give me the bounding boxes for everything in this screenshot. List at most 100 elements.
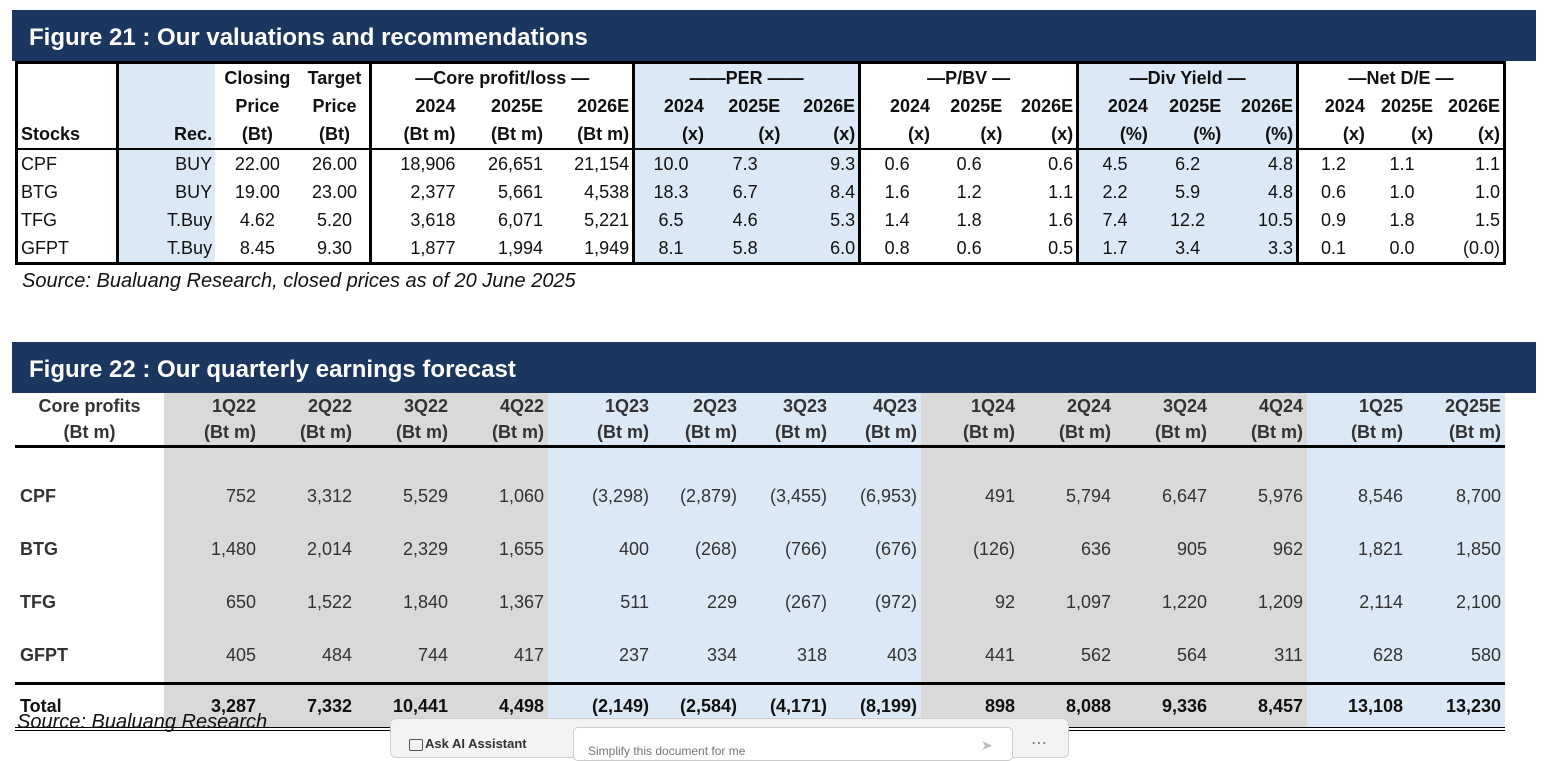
core-cell: 3,618 xyxy=(369,206,459,234)
quarter-header: 1Q25 xyxy=(1307,393,1407,419)
core-cell: 21,154 xyxy=(574,153,630,174)
div-cell: 12.2 xyxy=(1150,206,1225,234)
div-cell: 7.4 xyxy=(1076,206,1151,234)
ai-assistant-label[interactable]: Ask AI Assistant xyxy=(425,736,527,751)
value-cell: 1,840 xyxy=(356,576,452,629)
closing-price: 8.45 xyxy=(215,234,300,265)
pbv-cell: 0.6 xyxy=(1048,153,1074,174)
per-cell: 18.3 xyxy=(632,178,707,206)
core-profits-unit: (Bt m) xyxy=(15,419,164,448)
value-cell: 229 xyxy=(653,576,741,629)
pbv-cell: 1.8 xyxy=(956,209,982,230)
div-cell: 1.7 xyxy=(1076,234,1151,265)
pbv-cell: 0.6 xyxy=(933,234,1006,265)
net-de-group: —Net D/E — xyxy=(1296,61,1506,92)
value-cell: 318 xyxy=(741,629,831,685)
year-header: 2024 xyxy=(632,92,707,120)
target-price: 26.00 xyxy=(311,153,357,174)
rec-header: Rec. xyxy=(115,120,216,150)
year-header: 2025E xyxy=(950,95,1003,116)
ai-assistant-bar[interactable]: Ask AI Assistant ➤ ⋯ xyxy=(390,718,1069,761)
core-cell: 5,221 xyxy=(584,209,630,230)
value-cell: 1,850 xyxy=(1407,523,1505,576)
per-cell: 4.6 xyxy=(706,206,784,234)
ai-prompt-input[interactable] xyxy=(573,727,1013,761)
figure-21-source: Source: Bualuang Research, closed prices… xyxy=(22,270,576,292)
unit-label: (Bt m) xyxy=(831,419,921,448)
value-cell: 441 xyxy=(921,629,1019,685)
more-icon[interactable]: ⋯ xyxy=(1031,735,1047,752)
table-row: CPF BUY 22.00 26.00 18,906 26,651 21,154… xyxy=(15,149,1507,178)
unit-label: (Bt m) xyxy=(452,419,548,448)
div-cell: 5.9 xyxy=(1150,178,1225,206)
pbv-cell: 1.6 xyxy=(1048,209,1074,230)
row-label: BTG xyxy=(20,539,58,559)
core-cell: 5,661 xyxy=(497,181,544,202)
div-cell: 3.4 xyxy=(1150,234,1225,265)
value-cell: 5,529 xyxy=(356,470,452,523)
total-cell: 9,336 xyxy=(1115,683,1211,731)
target-header: Target xyxy=(299,61,371,92)
value-cell: 1,522 xyxy=(260,576,356,629)
target-price: 5.20 xyxy=(316,209,352,230)
value-cell: 334 xyxy=(653,629,741,685)
unit-label: (x) xyxy=(706,120,784,150)
unit-label: (x) xyxy=(1005,120,1078,150)
unit-label: (Bt m) xyxy=(546,120,634,150)
quarter-header: 2Q24 xyxy=(1019,393,1115,419)
value-cell: 564 xyxy=(1115,629,1211,685)
table-row: GFPT T.Buy 8.45 9.30 1,877 1,994 1,949 8… xyxy=(15,234,1507,265)
year-header: 2025E xyxy=(1150,92,1225,120)
quarter-header: 2Q23 xyxy=(653,393,741,419)
figure-22-source: Source: Bualuang Research xyxy=(17,711,268,733)
year-header: 2025E xyxy=(706,92,784,120)
pbv-group: —P/BV — xyxy=(858,61,1078,92)
per-cell: 7.3 xyxy=(706,149,784,178)
core-cell: 2,377 xyxy=(369,178,459,206)
table-row: BTG BUY 19.00 23.00 2,377 5,661 4,538 18… xyxy=(15,178,1507,206)
stock-name: CPF xyxy=(15,149,118,178)
value-cell: (676) xyxy=(831,523,921,576)
value-cell: 1,821 xyxy=(1307,523,1407,576)
table-row: BTG 1,480 2,014 2,329 1,655 400 (268) (7… xyxy=(15,523,1505,576)
unit-label: (Bt m) xyxy=(164,419,260,448)
year-header: 2024 xyxy=(1076,92,1151,120)
div-cell: 4.8 xyxy=(1224,149,1298,178)
total-cell: 3,287 xyxy=(164,683,260,731)
year-header: 2024 xyxy=(858,92,934,120)
year-header: 2026E xyxy=(783,92,860,120)
per-group: ——PER —— xyxy=(632,61,860,92)
value-cell: 2,100 xyxy=(1407,576,1505,629)
value-cell: 650 xyxy=(164,576,260,629)
value-cell: (268) xyxy=(653,523,741,576)
core-cell: 1,994 xyxy=(458,234,547,265)
stock-name: TFG xyxy=(15,206,118,234)
quarterly-earnings-table: Core profits 1Q22 2Q22 3Q22 4Q22 1Q23 2Q… xyxy=(15,393,1505,731)
quarter-header: 2Q22 xyxy=(260,393,356,419)
valuations-table: Closing Target —Core profit/loss — ——PER… xyxy=(15,61,1507,265)
value-cell: 2,114 xyxy=(1307,576,1407,629)
value-cell: 752 xyxy=(164,470,260,523)
value-cell: 400 xyxy=(548,523,653,576)
unit-label: (Bt m) xyxy=(1407,419,1505,448)
send-icon[interactable]: ➤ xyxy=(981,737,993,753)
table-row: TFG 650 1,522 1,840 1,367 511 229 (267) … xyxy=(15,576,1505,629)
value-cell: 3,312 xyxy=(260,470,356,523)
per-cell: 6.5 xyxy=(632,206,707,234)
value-cell: 1,220 xyxy=(1115,576,1211,629)
div-cell: 2.2 xyxy=(1076,178,1151,206)
value-cell: 491 xyxy=(921,470,1019,523)
per-cell: 8.4 xyxy=(783,178,860,206)
unit-label: (Bt m) xyxy=(1019,419,1115,448)
quarter-header: 2Q25E xyxy=(1407,393,1505,419)
value-cell: 5,794 xyxy=(1019,470,1115,523)
core-cell: 18,906 xyxy=(369,149,459,178)
value-cell: (267) xyxy=(741,576,831,629)
year-header: 2026E xyxy=(577,95,630,116)
quarter-header: 4Q22 xyxy=(452,393,548,419)
value-cell: 2,329 xyxy=(356,523,452,576)
value-cell: 92 xyxy=(921,576,1019,629)
quarter-header: 4Q23 xyxy=(831,393,921,419)
value-cell: (126) xyxy=(921,523,1019,576)
nde-cell: 1.2 xyxy=(1296,149,1368,178)
